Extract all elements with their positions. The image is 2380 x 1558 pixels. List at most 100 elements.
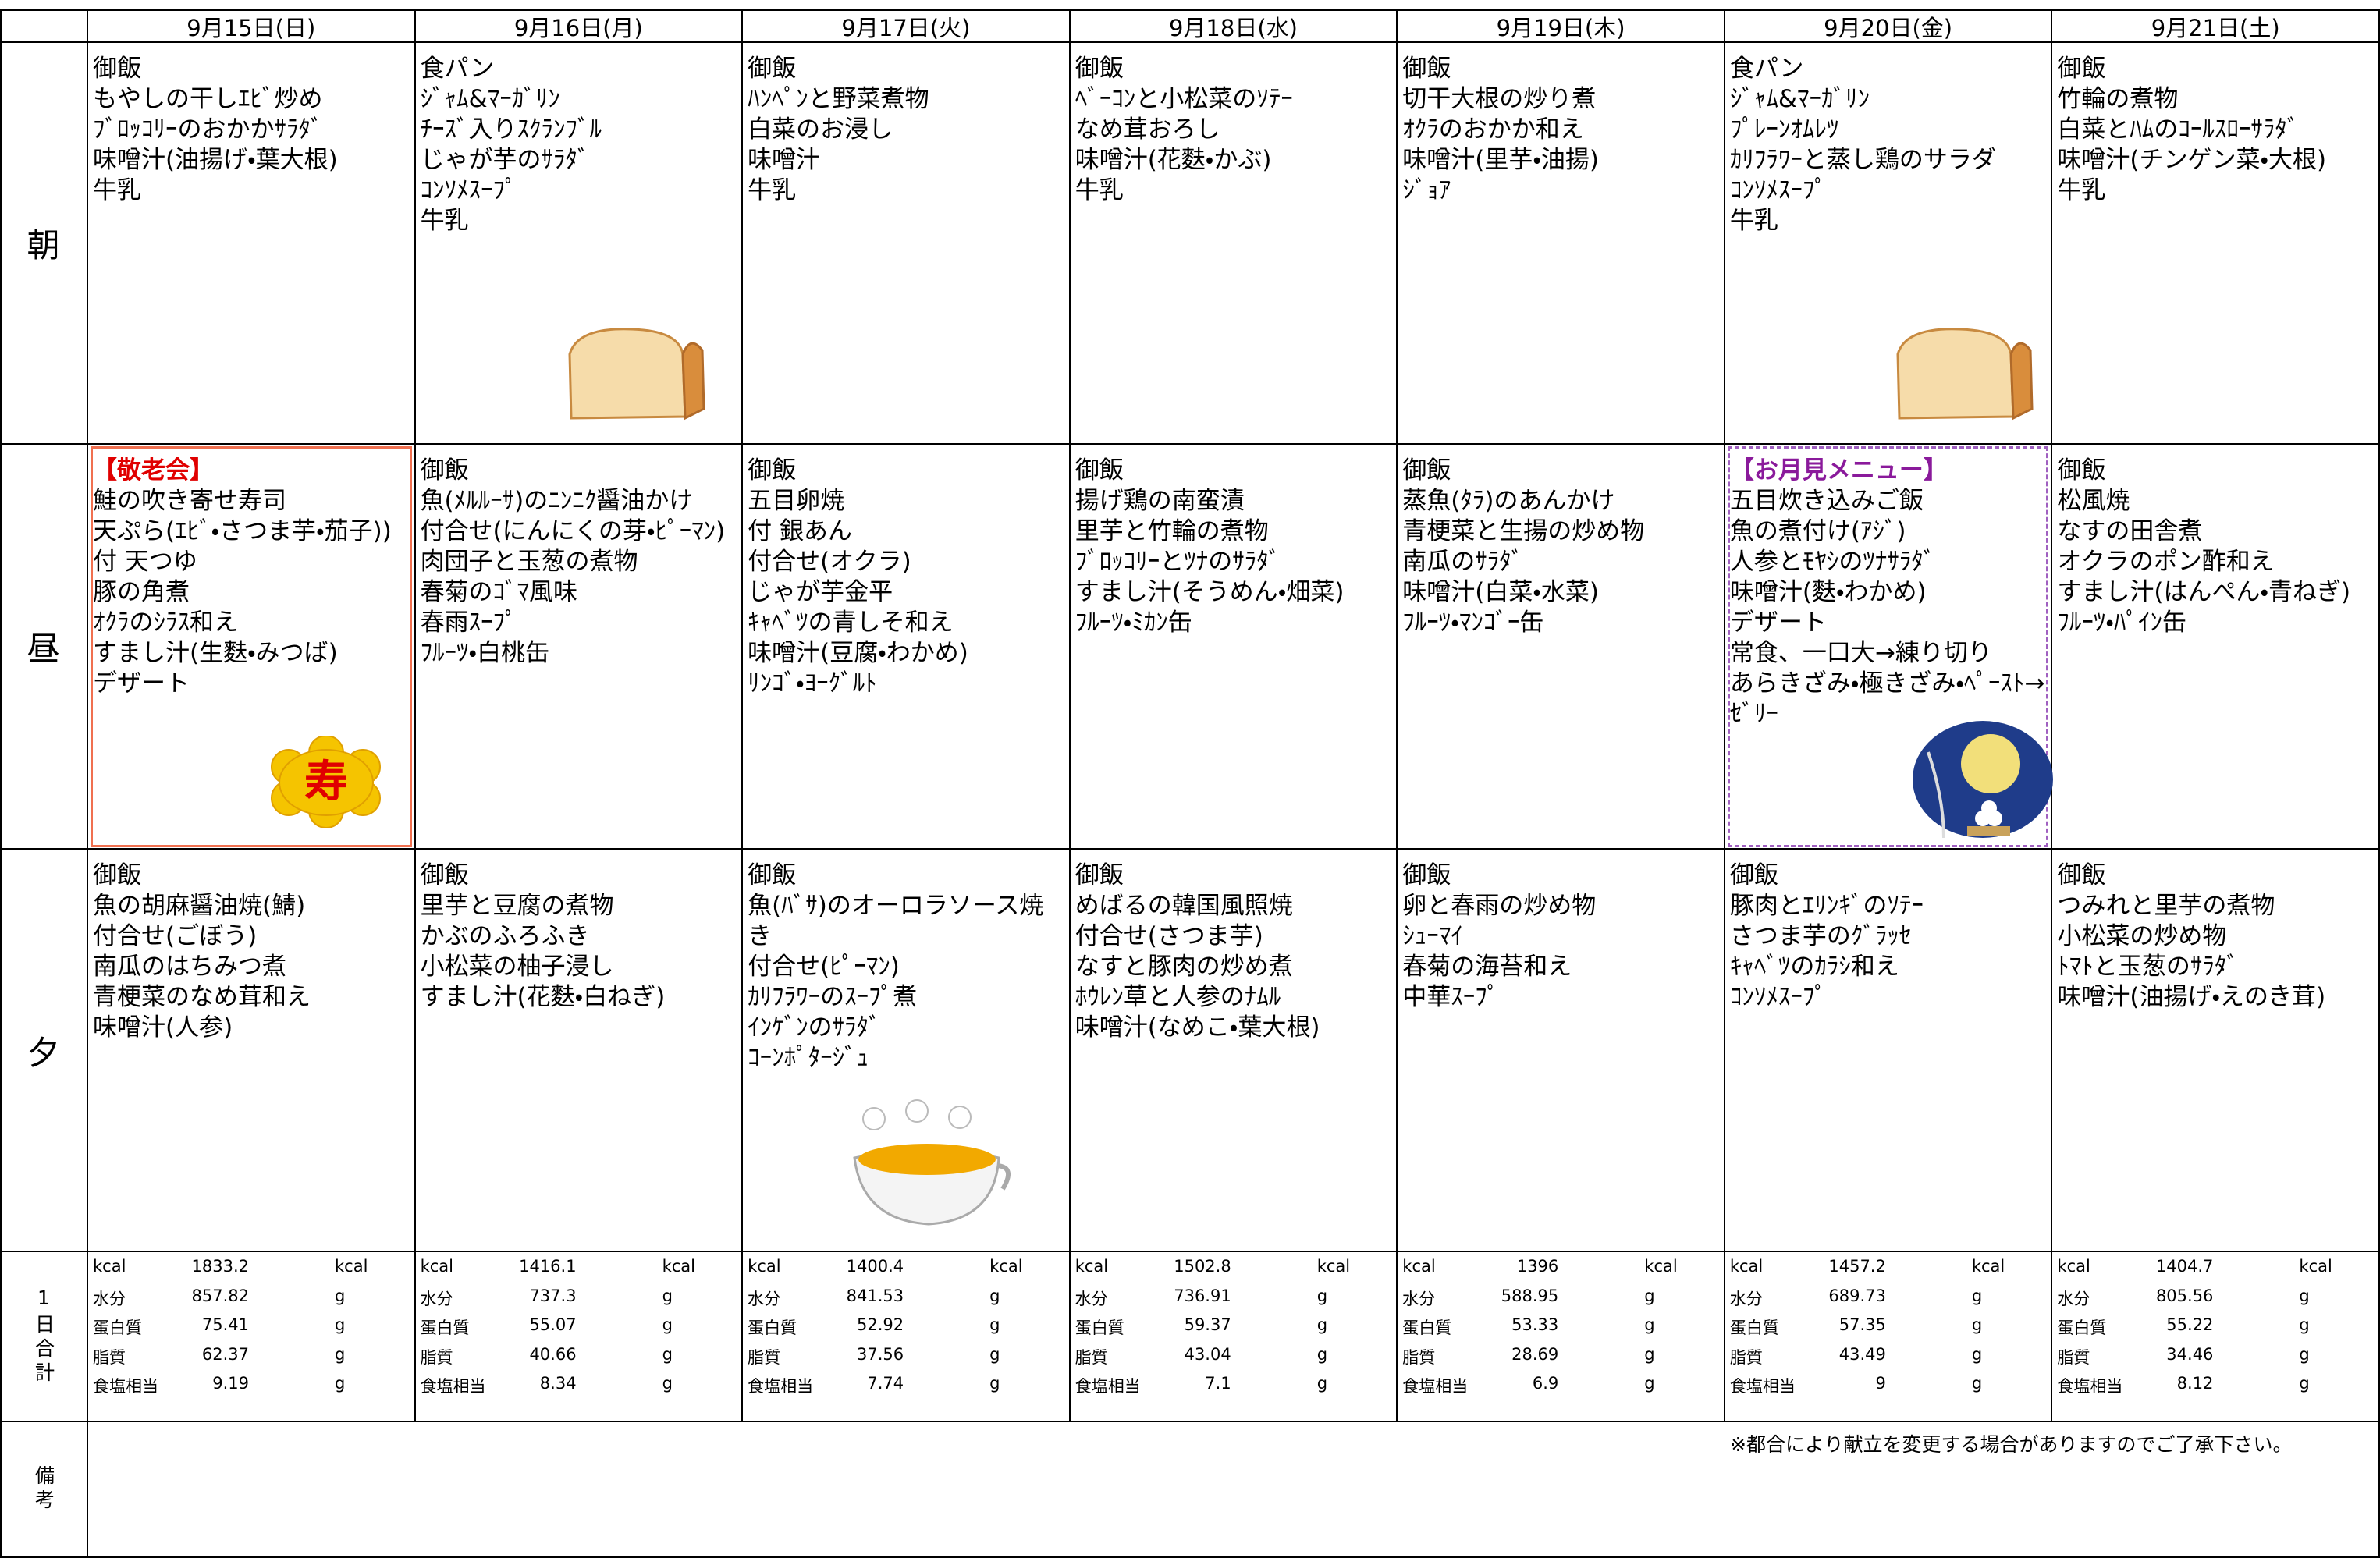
menu-item: 竹輪の煮物 [2057, 85, 2179, 113]
nutrient-label: 水分 [1729, 1289, 1763, 1308]
nutrient-label: 食塩相当 [420, 1377, 486, 1396]
nutrient-unit: g [2299, 1374, 2310, 1393]
menu-item: ｶﾘﾌﾗﾜｰのｽｰﾌﾟ煮 [748, 983, 918, 1011]
menu-item: 松風焼 [2057, 487, 2130, 515]
nutrient-value: 57.35 [1838, 1315, 1886, 1334]
nutrient-unit: g [335, 1286, 346, 1305]
date-header: 9月16日(月) [415, 11, 744, 43]
breakfast-cell: 御飯 もやしの干しｴﾋﾞ炒め ﾌﾞﾛｯｺﾘｰのおかかｻﾗﾀﾞ 味噌汁(油揚げ・葉大根)… [88, 43, 416, 445]
menu-item: 中華ｽｰﾌﾟ [1402, 983, 1500, 1011]
menu-item: あらきざみ・極きざみ・ﾍﾟｰｽﾄ→ｾﾞﾘｰ [1729, 669, 2045, 728]
menu-item: 五目炊き込みご飯 [1729, 487, 1924, 515]
menu-item: 味噌汁(花麩・かぶ) [1075, 146, 1272, 174]
nutrient-unit: g [662, 1344, 673, 1364]
nutrient-label: 食塩相当 [93, 1377, 158, 1396]
dinner-cell: 御飯 魚の胡麻醤油焼(鯖) 付合せ(ごぼう) 南瓜のはちみつ煮 青梗菜のなめ茸和え 味噌汁… [88, 850, 416, 1252]
nutrient-unit: g [1644, 1344, 1655, 1364]
nutrient-unit: kcal [662, 1257, 695, 1276]
nutrient-value: 841.53 [846, 1286, 904, 1305]
menu-item: 里芋と豆腐の煮物 [420, 892, 614, 920]
nutrient-value: 8.12 [2176, 1374, 2214, 1393]
menu-item: 豚の角煮 [93, 578, 190, 606]
nutrient-unit: kcal [1971, 1257, 2005, 1276]
breakfast-cell: 食パン ｼﾞｬﾑ&ﾏｰｶﾞﾘﾝ ﾁｰｽﾞ入りｽｸﾗﾝﾌﾞﾙ じゃが芋のｻﾗﾀﾞ ｺﾝｿﾒ… [415, 43, 744, 445]
menu-item: 小松菜の柚子浸し [420, 953, 614, 981]
menu-item: ｷｬﾍﾞﾂのｶﾗｼ和え [1729, 953, 1899, 981]
left-border [0, 9, 2, 1558]
nutrient-unit: g [2299, 1286, 2310, 1305]
menu-item: ｶﾘﾌﾗﾜｰと蒸し鶏のサラダ [1729, 146, 1996, 174]
nutrient-unit: g [1971, 1315, 1983, 1334]
breakfast-cell: 御飯 ﾊﾝﾍﾟﾝと野菜煮物 白菜のお浸し 味噌汁 牛乳 [743, 43, 1071, 445]
menu-item: 付合せ(さつま芋) [1075, 922, 1263, 950]
nutrient-label: 蛋白質 [420, 1318, 470, 1337]
menu-item: デザート [93, 669, 190, 697]
nutrition-cell: kcal 1396 kcal 水分 588.95 g 蛋白質 53.33 g 脂質 28.69 g 食塩… [1398, 1252, 1725, 1422]
menu-item: ｺｰﾝﾎﾟﾀｰｼﾞｭ [748, 1044, 869, 1072]
svg-text:寿: 寿 [304, 757, 348, 807]
menu-item: すまし汁(はんぺん・青ねぎ) [2057, 578, 2351, 606]
menu-item: ﾌﾟﾚｰﾝｵﾑﾚﾂ [1729, 115, 1839, 144]
menu-item: 肉団子と玉葱の煮物 [420, 548, 638, 576]
menu-item: ﾄﾏﾄと玉葱のｻﾗﾀﾞ [2057, 953, 2239, 981]
menu-item: 味噌汁(油揚げ・葉大根) [93, 146, 338, 174]
menu-item: 揚げ鶏の南蛮漬 [1075, 487, 1245, 515]
nutrient-unit: kcal [1644, 1257, 1678, 1276]
moon-illustration [1913, 721, 2053, 839]
nutrition-cell: kcal 1416.1 kcal 水分 737.3 g 蛋白質 55.07 g 脂質 40.66 g 食… [415, 1252, 744, 1422]
nutrient-unit: g [989, 1315, 1000, 1334]
nutrient-label: 脂質 [1729, 1347, 1763, 1367]
nutrient-value: 43.04 [1184, 1344, 1231, 1364]
menu-item: 付 銀あん [748, 517, 852, 545]
menu-item: 御飯 [2057, 456, 2106, 484]
menu-item: 南瓜のｻﾗﾀﾞ [1402, 548, 1524, 576]
lunch-heading: 【敬老会】 [93, 456, 214, 484]
menu-item: ｺﾝｿﾒｽｰﾌﾟ [1729, 176, 1827, 204]
menu-item: 味噌汁(チンゲン菜・大根) [2057, 146, 2327, 174]
date-header: 9月19日(木) [1398, 11, 1725, 43]
menu-item: ﾎｳﾚﾝ草と人参のﾅﾑﾙ [1075, 983, 1281, 1011]
date-header: 9月15日(日) [88, 11, 416, 43]
nutrient-value: 689.73 [1828, 1286, 1886, 1305]
menu-item: 鮭の吹き寄せ寿司 [93, 487, 286, 515]
nutrient-unit: g [2299, 1315, 2310, 1334]
menu-item: 牛乳 [93, 176, 141, 204]
nutrient-value: 28.69 [1511, 1344, 1559, 1364]
nutrient-label: 脂質 [420, 1347, 453, 1367]
nutrient-label: 食塩相当 [1402, 1377, 1469, 1396]
menu-item: ｲﾝｹﾞﾝのｻﾗﾀﾞ [748, 1013, 881, 1042]
nutrient-value: 1502.8 [1174, 1257, 1231, 1276]
nutrient-unit: g [989, 1344, 1000, 1364]
nutrient-label: kcal [93, 1257, 126, 1276]
menu-item: 春菊の海苔和え [1402, 953, 1572, 981]
menu-item: 味噌汁(麩・わかめ) [1729, 578, 1927, 606]
menu-item: 小松菜の炒め物 [2057, 922, 2227, 950]
nutrient-value: 588.95 [1501, 1286, 1559, 1305]
nutrient-value: 55.07 [529, 1315, 577, 1334]
nutrient-unit: g [1644, 1374, 1655, 1393]
menu-item: 白菜のお浸し [748, 115, 893, 144]
menu-item: 南瓜のはちみつ煮 [93, 953, 286, 981]
total-label: 1日合計 [0, 1252, 88, 1422]
nutrition-cell: kcal 1833.2 kcal 水分 857.82 g 蛋白質 75.41 g 脂質 62.37 g… [88, 1252, 416, 1422]
menu-item: 春雨ｽｰﾌﾟ [420, 609, 517, 637]
nutrient-label: 脂質 [93, 1347, 126, 1367]
menu-item: ﾌﾙｰﾂ・白桃缶 [420, 639, 550, 667]
nutrient-value: 1404.7 [2155, 1257, 2214, 1276]
nutrient-value: 1400.4 [846, 1257, 904, 1276]
menu-item: 味噌汁(なめこ・葉大根) [1075, 1013, 1320, 1042]
kotobuki-illustration: 寿 [271, 736, 381, 828]
nutrient-unit: g [1316, 1374, 1328, 1393]
menu-item: ﾘﾝｺﾞ・ﾖｰｸﾞﾙﾄ [748, 669, 877, 697]
nutrient-unit: g [989, 1374, 1000, 1393]
menu-item: すまし汁(生麩・みつば) [93, 639, 338, 667]
nutrient-unit: g [335, 1315, 346, 1334]
nutrient-label: 食塩相当 [1075, 1377, 1141, 1396]
nutrient-unit: g [1971, 1374, 1983, 1393]
menu-item: ｷｬﾍﾞﾂの青しそ和え [748, 609, 954, 637]
nutrient-value: 62.37 [201, 1344, 249, 1364]
date-header: 9月18日(水) [1070, 11, 1398, 43]
nutrient-label: 水分 [748, 1289, 781, 1308]
menu-item: 豚肉とｴﾘﾝｷﾞのｿﾃｰ [1729, 892, 1924, 920]
nutrient-value: 59.37 [1184, 1315, 1231, 1334]
